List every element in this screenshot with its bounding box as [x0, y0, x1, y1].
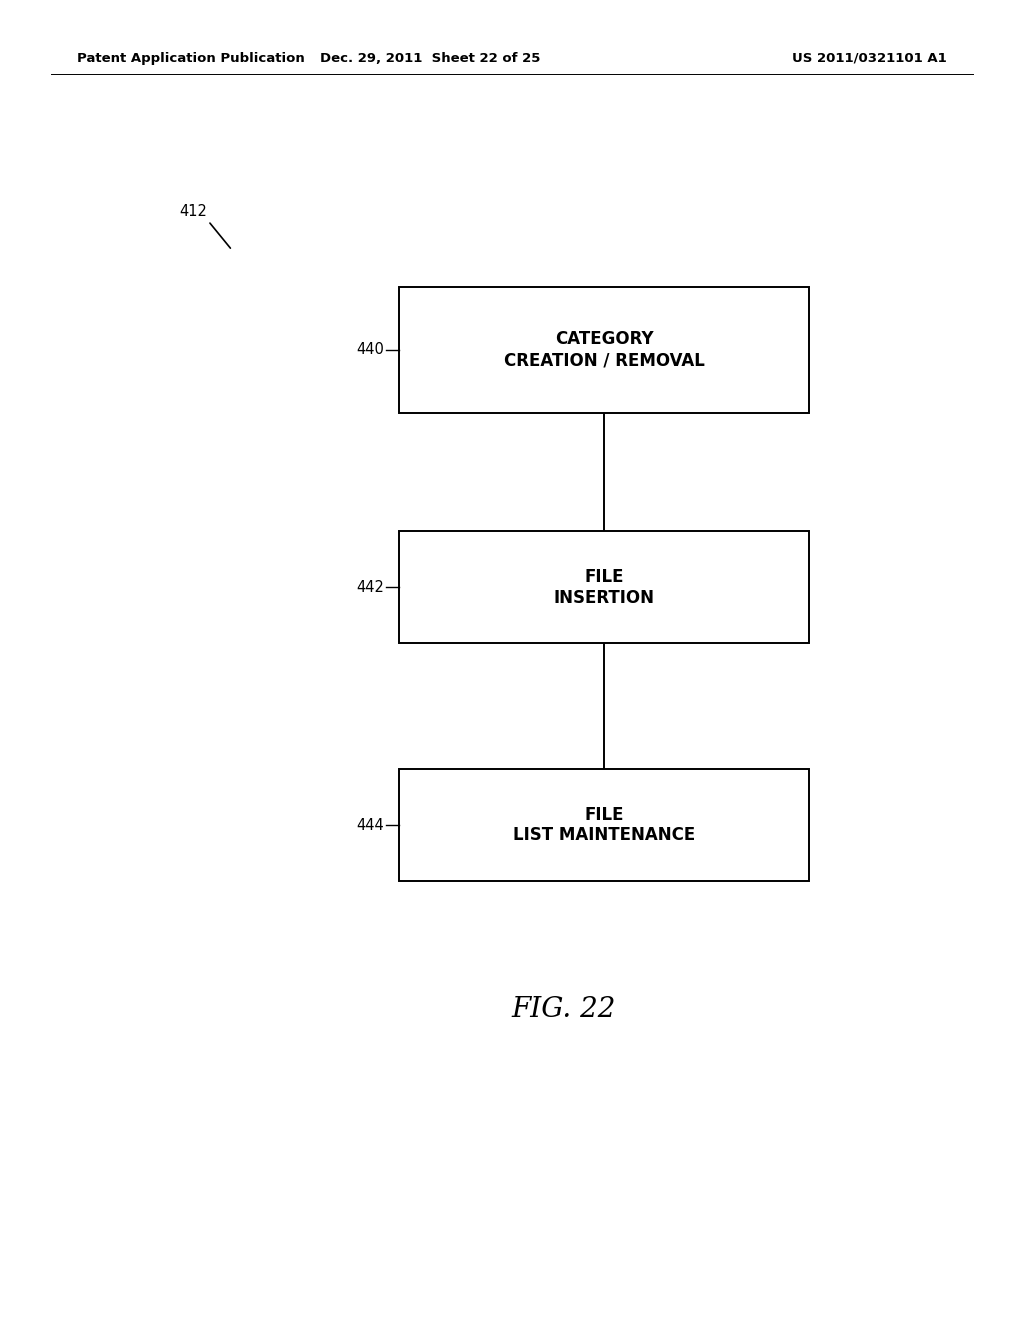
Bar	[399, 531, 809, 643]
Text: FILE
LIST MAINTENANCE: FILE LIST MAINTENANCE	[513, 805, 695, 845]
Text: FILE
INSERTION: FILE INSERTION	[554, 568, 654, 607]
Text: Dec. 29, 2011  Sheet 22 of 25: Dec. 29, 2011 Sheet 22 of 25	[319, 51, 541, 65]
Text: FIG. 22: FIG. 22	[511, 997, 615, 1023]
Text: 444: 444	[356, 817, 384, 833]
Text: CATEGORY
CREATION / REMOVAL: CATEGORY CREATION / REMOVAL	[504, 330, 705, 370]
Bar	[399, 288, 809, 412]
Bar	[399, 768, 809, 882]
Text: US 2011/0321101 A1: US 2011/0321101 A1	[793, 51, 947, 65]
Text: 412: 412	[179, 203, 207, 219]
Text: 440: 440	[356, 342, 384, 358]
Text: 442: 442	[356, 579, 384, 595]
Text: Patent Application Publication: Patent Application Publication	[77, 51, 304, 65]
